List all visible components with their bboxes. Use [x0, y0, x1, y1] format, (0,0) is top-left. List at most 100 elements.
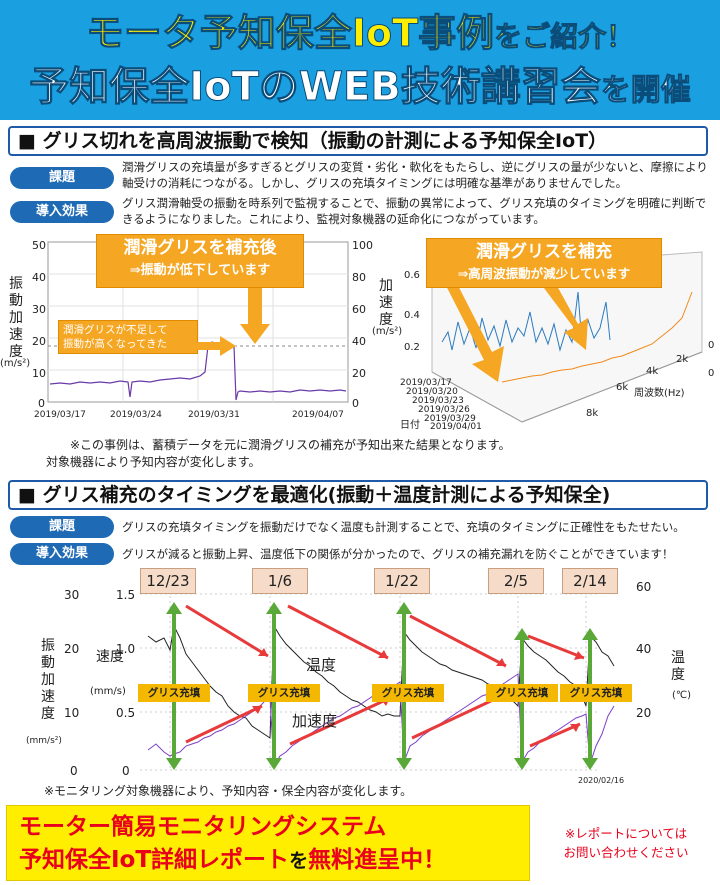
chart2-left-arrow-icon [430, 262, 504, 382]
chart2-date-tick-4: 2019/03/29 [424, 414, 476, 424]
chart2-date-tick-5: 2019/04/01 [430, 422, 482, 432]
chart2-side-tick-1: 0 [708, 368, 715, 379]
chart1-ltick-3: 20 [32, 335, 46, 348]
chart3-date-2: 1/22 [374, 568, 430, 594]
chart3-temp-tick-2: 20 [636, 706, 652, 720]
title-banner: モータ予知保全IoT事例をご紹介！ 予知保全IoTのWEB技術講習会を開催 [0, 0, 720, 120]
chart1-yunit: (m/s²) [0, 358, 31, 369]
chart1-ltick-4: 10 [32, 367, 46, 380]
chart3-temp-label: 温度 [306, 656, 337, 674]
chart1-xtick-2: 2019/03/31 [188, 410, 240, 420]
chart2-ztick-1: 0.4 [404, 310, 420, 321]
chart3-vel-unit: (mm/s) [90, 686, 126, 697]
chart3-vel-label: 速度 [96, 649, 124, 665]
chart3-date-0: 12/23 [140, 568, 196, 594]
chart1-rtick-3: 40 [352, 335, 366, 348]
chart2-date-tick-2: 2019/03/23 [412, 396, 464, 406]
banner-line-2-main: 予知保全IoTのWEB技術講習会 [29, 64, 602, 111]
chart1-vibration-timeseries: 50 40 30 20 10 0 100 80 60 40 20 0 2019/… [0, 232, 373, 432]
chart3-green-arrowheads [166, 602, 598, 770]
chart1-callout-arrow-icon [240, 288, 270, 344]
chart2-callout-title: 潤滑グリスを補充 [476, 242, 612, 262]
chart3-grid [140, 586, 600, 771]
chart2-freq-tick-0: 2k [676, 354, 689, 365]
chart3-temp-unit: (℃) [672, 690, 692, 701]
chart1-xtick-1: 2019/03/24 [110, 410, 162, 420]
chart2-ztick-2: 0.2 [404, 342, 420, 353]
section1-heading: ■ グリス切れを高周波振動で検知（振動の計測による予知保全IoT） [8, 126, 708, 156]
section2-effect-tag: 導入効果 [10, 543, 114, 565]
chart1-small-callout-line2: 振動が高くなってきた [63, 338, 168, 350]
chart3-temp-axis-label: 温度 [671, 650, 685, 683]
chart2-ylabel: 加速度 [379, 278, 393, 328]
chart1-ltick-1: 40 [32, 271, 46, 284]
banner-line-1-main: モータ予知保全IoT事例 [85, 11, 495, 56]
chart3-grease-label-3: グリス充填 [486, 684, 558, 702]
chart2-callout-sub: ⇒高周波振動が減少しています [457, 266, 631, 281]
chart2-callout: 潤滑グリスを補充 ⇒高周波振動が減少しています [426, 238, 662, 288]
chart3-accel-tick-3: 0 [70, 764, 78, 778]
chart1-ltick-5: 0 [38, 397, 45, 410]
section1-note-2: 対象機器により予知内容が変化します。 [46, 455, 261, 469]
banner-line-2-sub: を開催 [600, 73, 691, 109]
section1-note-1: ※この事例は、蓄積データを元に潤滑グリスの補充が予知出来た結果となります。 [70, 438, 511, 452]
chart2-yunit: (m/s²) [372, 326, 403, 337]
chart1-callout-sub: ⇒振動が低下しています [129, 263, 271, 278]
chart1-xtick-0: 2019/03/17 [34, 410, 86, 420]
chart3-left-accel-label: 振動加速度 [41, 638, 55, 722]
chart1-ltick-0: 50 [32, 239, 46, 252]
chart3-date-3: 2/5 [488, 568, 544, 594]
chart3-grease-label-1: グリス充填 [248, 684, 320, 702]
chart2-freq-tick-2: 6k [616, 382, 629, 393]
section2-effect-text: グリスが減ると振動上昇、温度低下の関係が分かったので、グリスの補充漏れを防ぐこと… [122, 547, 674, 561]
chart2-ztick-0: 0.6 [404, 270, 420, 281]
chart3-temp-tick-1: 40 [636, 642, 652, 656]
chart3-accel-label: 加速度 [292, 712, 338, 730]
section2-issue-tag: 課題 [10, 516, 114, 538]
chart3-left-accel-unit: (mm/s²) [26, 736, 62, 746]
chart3-temperature-line [147, 624, 615, 739]
chart2-date-tick-0: 2019/03/17 [400, 378, 452, 388]
section2-issue-text: グリスの充填タイミングを振動だけでなく温度も計測することで、充填のタイミングに正… [122, 520, 685, 534]
chart3-grease-label-0: グリス充填 [138, 684, 210, 702]
chart1-callout-title: 潤滑グリスを補充後 [123, 238, 277, 258]
chart1-rtick-4: 20 [352, 367, 366, 380]
section1-issue-tag: 課題 [10, 167, 114, 189]
footer-line-2-free: 無料進呈中！ [308, 847, 447, 873]
footer-note-line1: ※レポートについては [564, 826, 688, 841]
chart3-accel-tick-2: 10 [64, 706, 80, 720]
chart2-spectrum-3d: 潤滑グリスを補充 ⇒高周波振動が減少しています 加速度 (m/s²) 0.6 0… [372, 232, 720, 432]
chart3-vibration-temperature: 12/23 1/6 1/22 2/5 2/14 グリス充填 グリス充填 グリス充… [0, 566, 720, 788]
chart1-rtick-2: 60 [352, 303, 366, 316]
section1-effect-text: グリス潤滑軸受の振動を時系列で監視することで、振動の異常によって、グリス充填のタ… [122, 196, 707, 226]
chart1-xtick-3: 2019/04/07 [292, 410, 344, 420]
chart2-side-tick-0: 0 [708, 340, 715, 351]
chart2-freq-tick-3: 8k [586, 408, 599, 419]
section2-heading: ■ グリス補充のタイミングを最適化(振動＋温度計測による予知保全) [8, 480, 708, 510]
footer-note: ※レポートについては お問い合わせください [540, 824, 712, 862]
footer-line-2-main: 予知保全IoT詳細レポート [19, 847, 290, 873]
chart3-accel-tick-0: 30 [64, 588, 80, 602]
chart3-vel-tick-3: 0 [122, 764, 130, 778]
chart1-rtick-0: 100 [352, 239, 373, 252]
chart3-grease-label-4: グリス充填 [560, 684, 632, 702]
chart3-grease-label-2: グリス充填 [372, 684, 444, 702]
chart3-trend-arrows [185, 604, 585, 748]
section1-issue-text: 潤滑グリスの充填量が多すぎるとグリスの変質・劣化・軟化をもたらし、逆にグリスの量… [122, 160, 708, 190]
banner-line-1: モータ予知保全IoT事例をご紹介！ [0, 10, 720, 60]
chart1-small-arrow-icon [196, 336, 236, 356]
chart3-vel-tick-2: 0.5 [116, 706, 136, 720]
section2-note: ※モニタリング対象機器により、予知内容・保全内容が変化します。 [44, 784, 413, 798]
footer-promo-box: モーター簡易モニタリングシステム 予知保全IoT詳細レポートを無料進呈中！ [6, 805, 530, 881]
chart1-ylabel: 振動加速度 [9, 276, 23, 360]
chart3-accel-tick-1: 20 [64, 642, 80, 656]
footer-line-2-wo: を [289, 850, 309, 872]
chart1-rtick-5: 0 [352, 397, 359, 410]
chart3-svg [140, 586, 615, 771]
chart2-freq-tick-1: 4k [646, 366, 659, 377]
chart1-callout: 潤滑グリスを補充後 ⇒振動が低下しています [96, 234, 304, 288]
footer-line-2: 予知保全IoT詳細レポートを無料進呈中！ [19, 844, 446, 877]
chart2-date-label: 日付 [400, 420, 420, 431]
chart1-rtick-1: 80 [352, 271, 366, 284]
chart3-vel-tick-1: 1.0 [116, 642, 136, 656]
